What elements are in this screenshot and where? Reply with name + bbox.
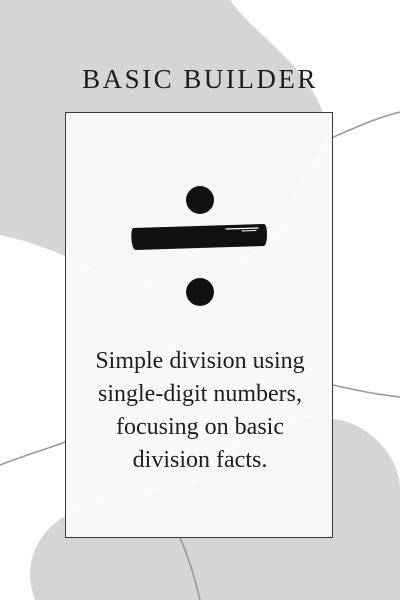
division-sign-icon <box>131 186 267 306</box>
description: Simple division using single-digit numbe… <box>66 345 334 477</box>
decor-line-right-lower <box>332 384 400 398</box>
decor-line-right <box>321 111 400 143</box>
description-line: single-digit numbers, <box>98 381 302 407</box>
page-title: BASIC BUILDER <box>82 64 318 94</box>
description-line: division facts. <box>132 447 268 473</box>
info-card: Simple division using single-digit numbe… <box>65 112 333 538</box>
description-line: Simple division using <box>95 348 305 374</box>
description-line: focusing on basic <box>116 414 284 440</box>
decor-line-left <box>0 441 66 466</box>
decor-line-bottom <box>179 537 201 600</box>
